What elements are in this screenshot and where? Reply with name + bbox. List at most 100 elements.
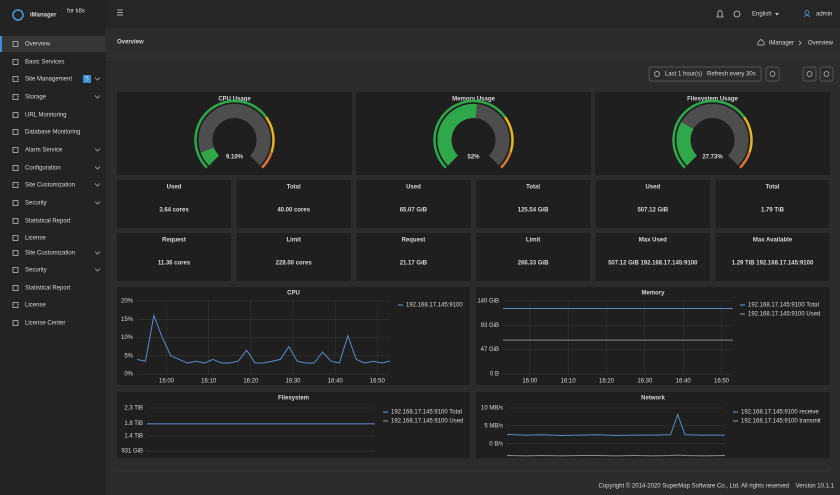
y-tick-label: 0 B [490,372,499,378]
user-icon [804,10,810,15]
topbar [106,0,840,28]
series-line [137,313,390,364]
x-tick-label: 16:40 [328,379,344,385]
chart-panel [117,287,470,385]
menu-item[interactable]: Site Customization [25,251,75,257]
y-tick-label: 140 GiB [477,299,499,305]
app-name: iManager [30,13,57,19]
x-tick-label: 16:30 [637,379,653,385]
expand-chevron[interactable] [94,166,101,170]
menu-item[interactable]: Site Management [25,77,72,83]
menu-item[interactable]: Storage [25,95,47,101]
clock-icon [654,71,660,77]
chart-title: CPU [287,291,300,297]
notification-icon[interactable] [716,10,724,18]
y-tick-label: 0 B/s [489,441,503,447]
stat-card [476,180,591,228]
expand-chevron[interactable] [94,148,101,152]
x-tick-label: 16:20 [599,379,615,385]
gauge-threshold-ring [265,116,275,153]
help-icon[interactable] [733,10,741,18]
menu-icon [12,94,19,100]
menu-icon [12,112,19,118]
stat-card [117,180,231,228]
stat-card [715,233,830,281]
gauge-threshold-ring [743,116,753,153]
gauge-value-arc [200,147,220,166]
menu-icon [12,218,19,224]
stat-label: Request [162,238,186,244]
breadcrumb-separator [798,40,802,46]
time-range: Last 1 hour(s) [665,72,702,78]
gauge-value: 9.10% [226,155,244,161]
stat-value: 21.17 GiB [400,261,428,267]
menu-icon [12,285,19,291]
y-tick-label: 0% [124,372,133,378]
menu-item[interactable]: Security [25,268,47,274]
expand-chevron[interactable] [94,268,101,272]
gauge-threshold-ring [500,151,512,169]
expand-chevron[interactable] [94,251,101,255]
menu-icon [12,267,19,273]
breadcrumb-link[interactable]: iManager [769,41,794,47]
breadcrumb-current: Overview [808,41,834,47]
gauge-threshold-ring [739,151,751,169]
gauge-threshold-ring [672,99,746,169]
y-tick-label: 931 GiB [121,449,143,455]
expand-chevron[interactable] [94,183,101,187]
menu-item[interactable]: License [25,236,46,242]
menu-item[interactable]: Overview [25,42,51,48]
toolbar-button[interactable] [765,66,780,82]
menu-item[interactable]: Site Customization [25,183,75,189]
toolbar-button-icon [806,71,813,77]
x-tick-label: 16:10 [561,379,577,385]
refresh-interval: Refresh every 30s [707,72,756,78]
gauge-title: Memory Usage [452,97,495,103]
menu-item[interactable]: Configuration [25,166,61,172]
menu-item[interactable]: License [25,303,46,309]
series-line [507,454,725,457]
menu-icon [12,302,19,308]
menu-item[interactable]: Statistical Report [25,219,71,225]
menu-item[interactable]: Security [25,201,47,207]
menu-item[interactable]: Database Monitoring [25,130,80,136]
legend-entry: 192.168.17.145:9100 Total [391,410,462,416]
menu-item[interactable]: Alarm Service [25,148,63,154]
y-tick-label: 1.4 TiB [124,434,143,440]
language-select[interactable]: English [752,12,772,18]
legend-entry: 192.168.17.145:9100 Used [391,419,463,425]
app-edition: for k8s [67,9,85,15]
y-tick-label: 93 GiB [481,323,499,329]
time-range-picker[interactable] [648,66,762,82]
menu-item[interactable]: Statistical Report [25,286,71,292]
menu-item[interactable]: Basic Services [25,60,64,66]
y-tick-label: 5% [124,353,133,359]
legend-entry: 192.168.17.145:9100 Total [748,303,819,309]
stat-card [236,233,351,281]
expand-chevron[interactable] [94,95,101,99]
gauge-title: Filesystem Usage [687,97,738,103]
toolbar-button[interactable] [802,66,817,82]
stat-card [356,180,471,228]
legend-entry: 192.168.17.145:9100 [406,303,463,309]
chart-panel [117,392,470,458]
expand-chevron[interactable] [94,77,101,81]
menu-icon [12,182,19,188]
stat-label: Total [766,185,780,191]
y-tick-label: 15% [121,317,134,323]
stat-value: 1.29 TiB 192.168.17.145:9100 [732,261,814,267]
gauge-threshold-ring [261,151,273,169]
menu-icon [12,235,19,241]
x-tick-label: 16:50 [714,379,730,385]
toolbar-button[interactable] [819,66,834,82]
stat-card [236,180,351,228]
y-tick-label: 20% [121,299,134,305]
menu-item[interactable]: URL Monitoring [25,113,66,119]
chart-title: Network [641,396,665,402]
expand-chevron[interactable] [94,201,101,205]
legend-entry: 192.168.17.145:9100 Used [748,312,820,318]
stat-card [595,233,710,281]
user-name[interactable]: admin [816,12,832,18]
menu-item[interactable]: License Center [25,321,65,327]
